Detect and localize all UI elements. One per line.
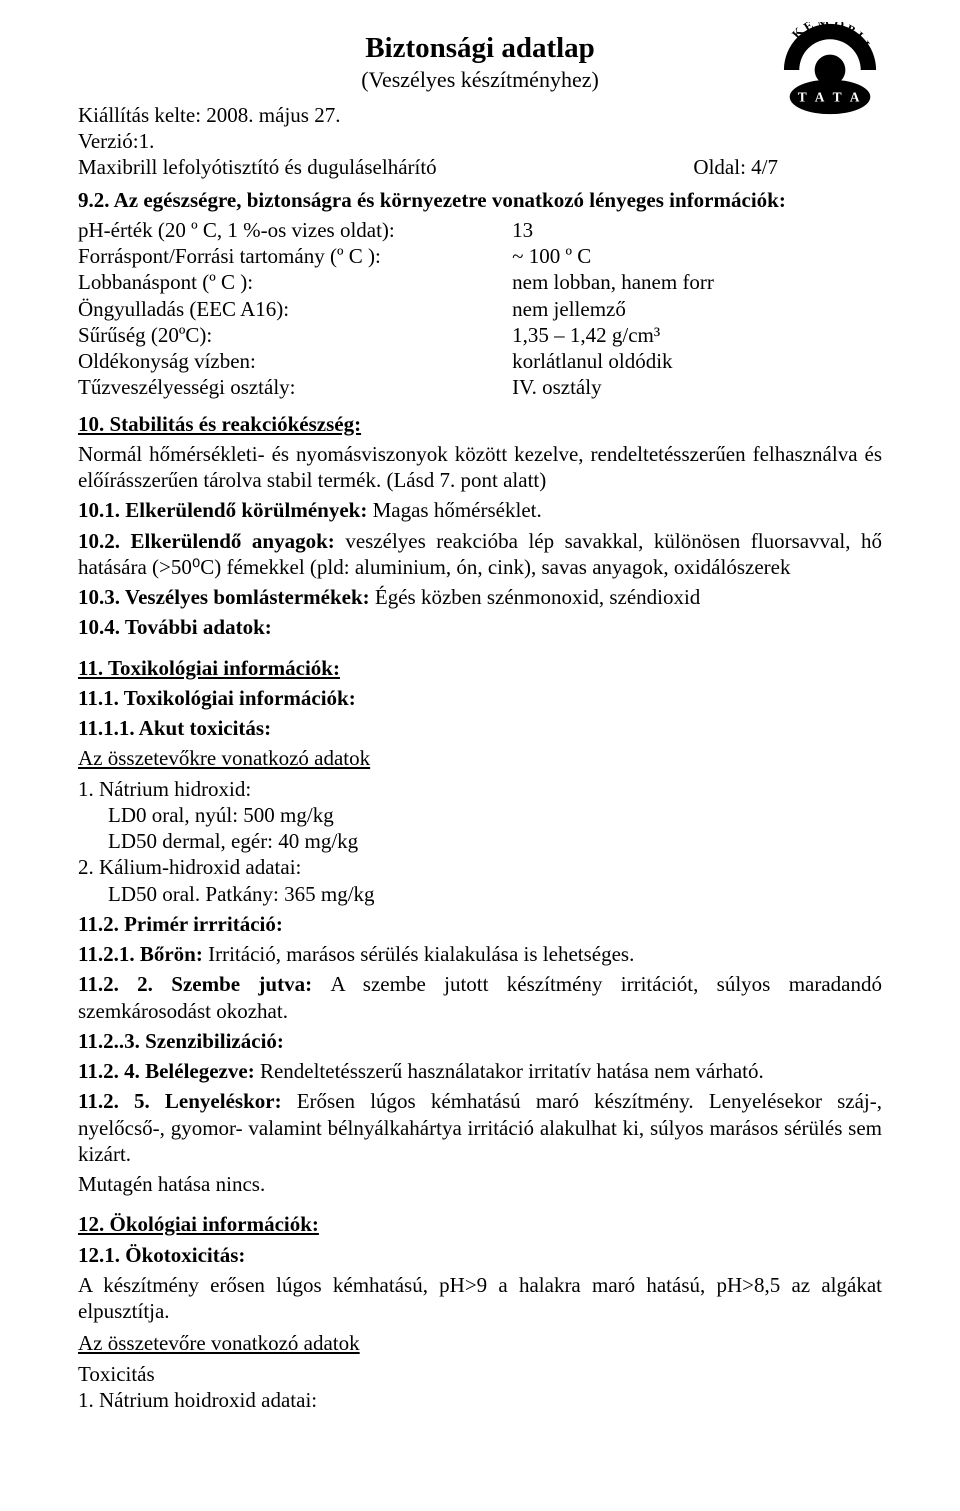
issued-date: Kiállítás kelte: 2008. május 27. xyxy=(78,102,882,128)
line-10-3-bold: 10.3. Veszélyes bomlástermékek: xyxy=(78,585,375,609)
section-11-1-1-heading: 11.1.1. Akut toxicitás: xyxy=(78,715,882,741)
line-10-1-text: Magas hőmérséklet. xyxy=(373,498,542,522)
kv-val: ~ 100 º C xyxy=(512,243,882,269)
line-11-2-1-text: Irritáció, marásos sérülés kialakulása i… xyxy=(208,942,634,966)
line-11-2-4-text: Rendeltetésszerű használatakor irritatív… xyxy=(260,1059,764,1083)
section-10-heading: 10. Stabilitás és reakciókészség: xyxy=(78,411,882,437)
comp2-title: 2. Kálium-hidroxid adatai: xyxy=(78,854,882,880)
line-10-4-bold: 10.4. További adatok: xyxy=(78,615,272,639)
line-11-2-4: 11.2. 4. Belélegezve: Rendeltetésszerű h… xyxy=(78,1058,882,1084)
line-10-2-bold: 10.2. Elkerülendő anyagok: xyxy=(78,529,345,553)
section-10-para: Normál hőmérsékleti- és nyomásviszonyok … xyxy=(78,441,882,494)
mutagen-line: Mutagén hatása nincs. xyxy=(78,1171,882,1197)
line-11-2-2: 11.2. 2. Szembe jutva: A szembe jutott k… xyxy=(78,971,882,1024)
page-number: Oldal: 4/7 xyxy=(693,154,778,180)
section-11-2-heading: 11.2. Primér irrritáció: xyxy=(78,911,882,937)
svg-text:T A T A: T A T A xyxy=(798,90,863,105)
kv-key: pH-érték (20 º C, 1 %-os vizes oldat): xyxy=(78,217,512,243)
line-10-2: 10.2. Elkerülendő anyagok: veszélyes rea… xyxy=(78,528,882,581)
line-11-2-2-bold: 11.2. 2. Szembe jutva: xyxy=(78,972,330,996)
section-11-1-heading: 11.1. Toxikológiai információk: xyxy=(78,685,882,711)
section-11-heading: 11. Toxikológiai információk: xyxy=(78,655,882,681)
doc-subtitle: (Veszélyes készítményhez) xyxy=(78,66,882,94)
line-11-2-5-bold: 11.2. 5. Lenyeléskor: xyxy=(78,1089,297,1113)
section-9-2-heading: 9.2. Az egészségre, biztonságra és körny… xyxy=(78,187,882,213)
kv-val: IV. osztály xyxy=(512,374,882,400)
kv-val: 1,35 – 1,42 g/cm³ xyxy=(512,322,882,348)
eco-comp-heading: Az összetevőre vonatkozó adatok xyxy=(78,1330,882,1356)
section-12-1-para: A készítmény erősen lúgos kémhatású, pH>… xyxy=(78,1272,882,1325)
line-10-4: 10.4. További adatok: xyxy=(78,614,882,640)
line-11-2-3: 11.2..3. Szenzibilizáció: xyxy=(78,1028,882,1054)
comp2-ld50: LD50 oral. Patkány: 365 mg/kg xyxy=(78,881,882,907)
version: Verzió:1. xyxy=(78,128,882,154)
kv-key: Oldékonyság vízben: xyxy=(78,348,512,374)
physchem-table: pH-érték (20 º C, 1 %-os vizes oldat):13… xyxy=(78,217,882,401)
line-10-1: 10.1. Elkerülendő körülmények: Magas hőm… xyxy=(78,497,882,523)
product-name: Maxibrill lefolyótisztító és duguláselhá… xyxy=(78,154,437,180)
kv-key: Tűzveszélyességi osztály: xyxy=(78,374,512,400)
line-11-2-3-bold: 11.2..3. Szenzibilizáció: xyxy=(78,1029,284,1053)
comp1-ld0: LD0 oral, nyúl: 500 mg/kg xyxy=(78,802,882,828)
toxicity-label: Toxicitás xyxy=(78,1361,882,1387)
kv-val: korlátlanul oldódik xyxy=(512,348,882,374)
section-12-1-heading: 12.1. Ökotoxicitás: xyxy=(78,1242,882,1268)
comp1-title: 1. Nátrium hidroxid: xyxy=(78,776,882,802)
kv-val: 13 xyxy=(512,217,882,243)
section-12-heading: 12. Ökológiai információk: xyxy=(78,1211,882,1237)
line-11-2-4-bold: 11.2. 4. Belélegezve: xyxy=(78,1059,260,1083)
doc-title: Biztonsági adatlap xyxy=(78,30,882,66)
line-11-2-1: 11.2.1. Bőrön: Irritáció, marásos sérülé… xyxy=(78,941,882,967)
doc-meta: Kiállítás kelte: 2008. május 27. Verzió:… xyxy=(78,102,882,181)
kv-val: nem lobban, hanem forr xyxy=(512,269,882,295)
kv-key: Lobbanáspont (º C ): xyxy=(78,269,512,295)
line-11-2-5: 11.2. 5. Lenyeléskor: Erősen lúgos kémha… xyxy=(78,1088,882,1167)
line-10-1-bold: 10.1. Elkerülendő körülmények: xyxy=(78,498,373,522)
component-data-heading: Az összetevőkre vonatkozó adatok xyxy=(78,745,882,771)
kv-key: Sűrűség (20ºC): xyxy=(78,322,512,348)
line-10-3: 10.3. Veszélyes bomlástermékek: Égés köz… xyxy=(78,584,882,610)
kv-val: nem jellemző xyxy=(512,296,882,322)
line-10-3-text: Égés közben szénmonoxid, széndioxid xyxy=(375,585,700,609)
kv-key: Öngyulladás (EEC A16): xyxy=(78,296,512,322)
line-11-2-1-bold: 11.2.1. Bőrön: xyxy=(78,942,208,966)
company-logo: T A T A K E M O B I L xyxy=(782,22,878,118)
kv-key: Forráspont/Forrási tartomány (º C ): xyxy=(78,243,512,269)
eco-comp1-title: 1. Nátrium hoidroxid adatai: xyxy=(78,1387,882,1413)
comp1-ld50: LD50 dermal, egér: 40 mg/kg xyxy=(78,828,882,854)
